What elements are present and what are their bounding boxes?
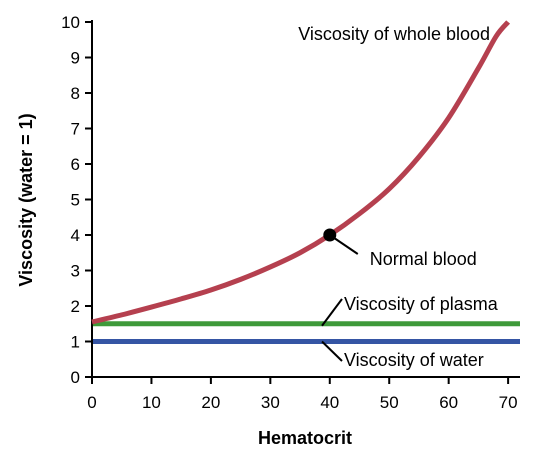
y-tick-label: 9 [71,49,80,68]
y-tick-label: 6 [71,155,80,174]
leader-plasma [321,298,343,327]
y-tick-label: 1 [71,333,80,352]
leader-water [321,340,343,362]
y-tick-label: 0 [71,368,80,387]
label-plasma: Viscosity of plasma [344,294,499,314]
x-tick-label: 40 [320,393,339,412]
x-tick-label: 70 [499,393,518,412]
x-tick-label: 20 [201,393,220,412]
annotation-layer: Viscosity of whole blood Normal blood Visc… [298,24,499,370]
x-axis-title: Hematocrit [258,428,352,448]
y-tick-label: 4 [71,226,80,245]
y-tick-label: 3 [71,262,80,281]
x-tick-label: 0 [87,393,96,412]
label-normal-blood: Normal blood [370,249,477,269]
series-line-whole-blood [91,20,511,325]
y-tick-label: 7 [71,120,80,139]
series-layer [91,20,520,344]
label-whole-blood: Viscosity of whole blood [298,24,490,44]
x-tick-label: 30 [261,393,280,412]
y-tick-label: 2 [71,297,80,316]
label-water: Viscosity of water [344,350,484,370]
x-tick-label: 50 [380,393,399,412]
axes-layer: 0 1 2 3 4 5 6 7 8 9 10 0 10 20 30 40 50 60 70 [61,13,520,412]
y-tick-label: 10 [61,13,80,32]
y-axis-title: Viscosity (water = 1) [16,113,36,286]
x-tick-label: 60 [439,393,458,412]
x-tick-label: 10 [142,393,161,412]
y-tick-label: 8 [71,84,80,103]
y-tick-label: 5 [71,191,80,210]
normal-blood-point [323,228,337,242]
